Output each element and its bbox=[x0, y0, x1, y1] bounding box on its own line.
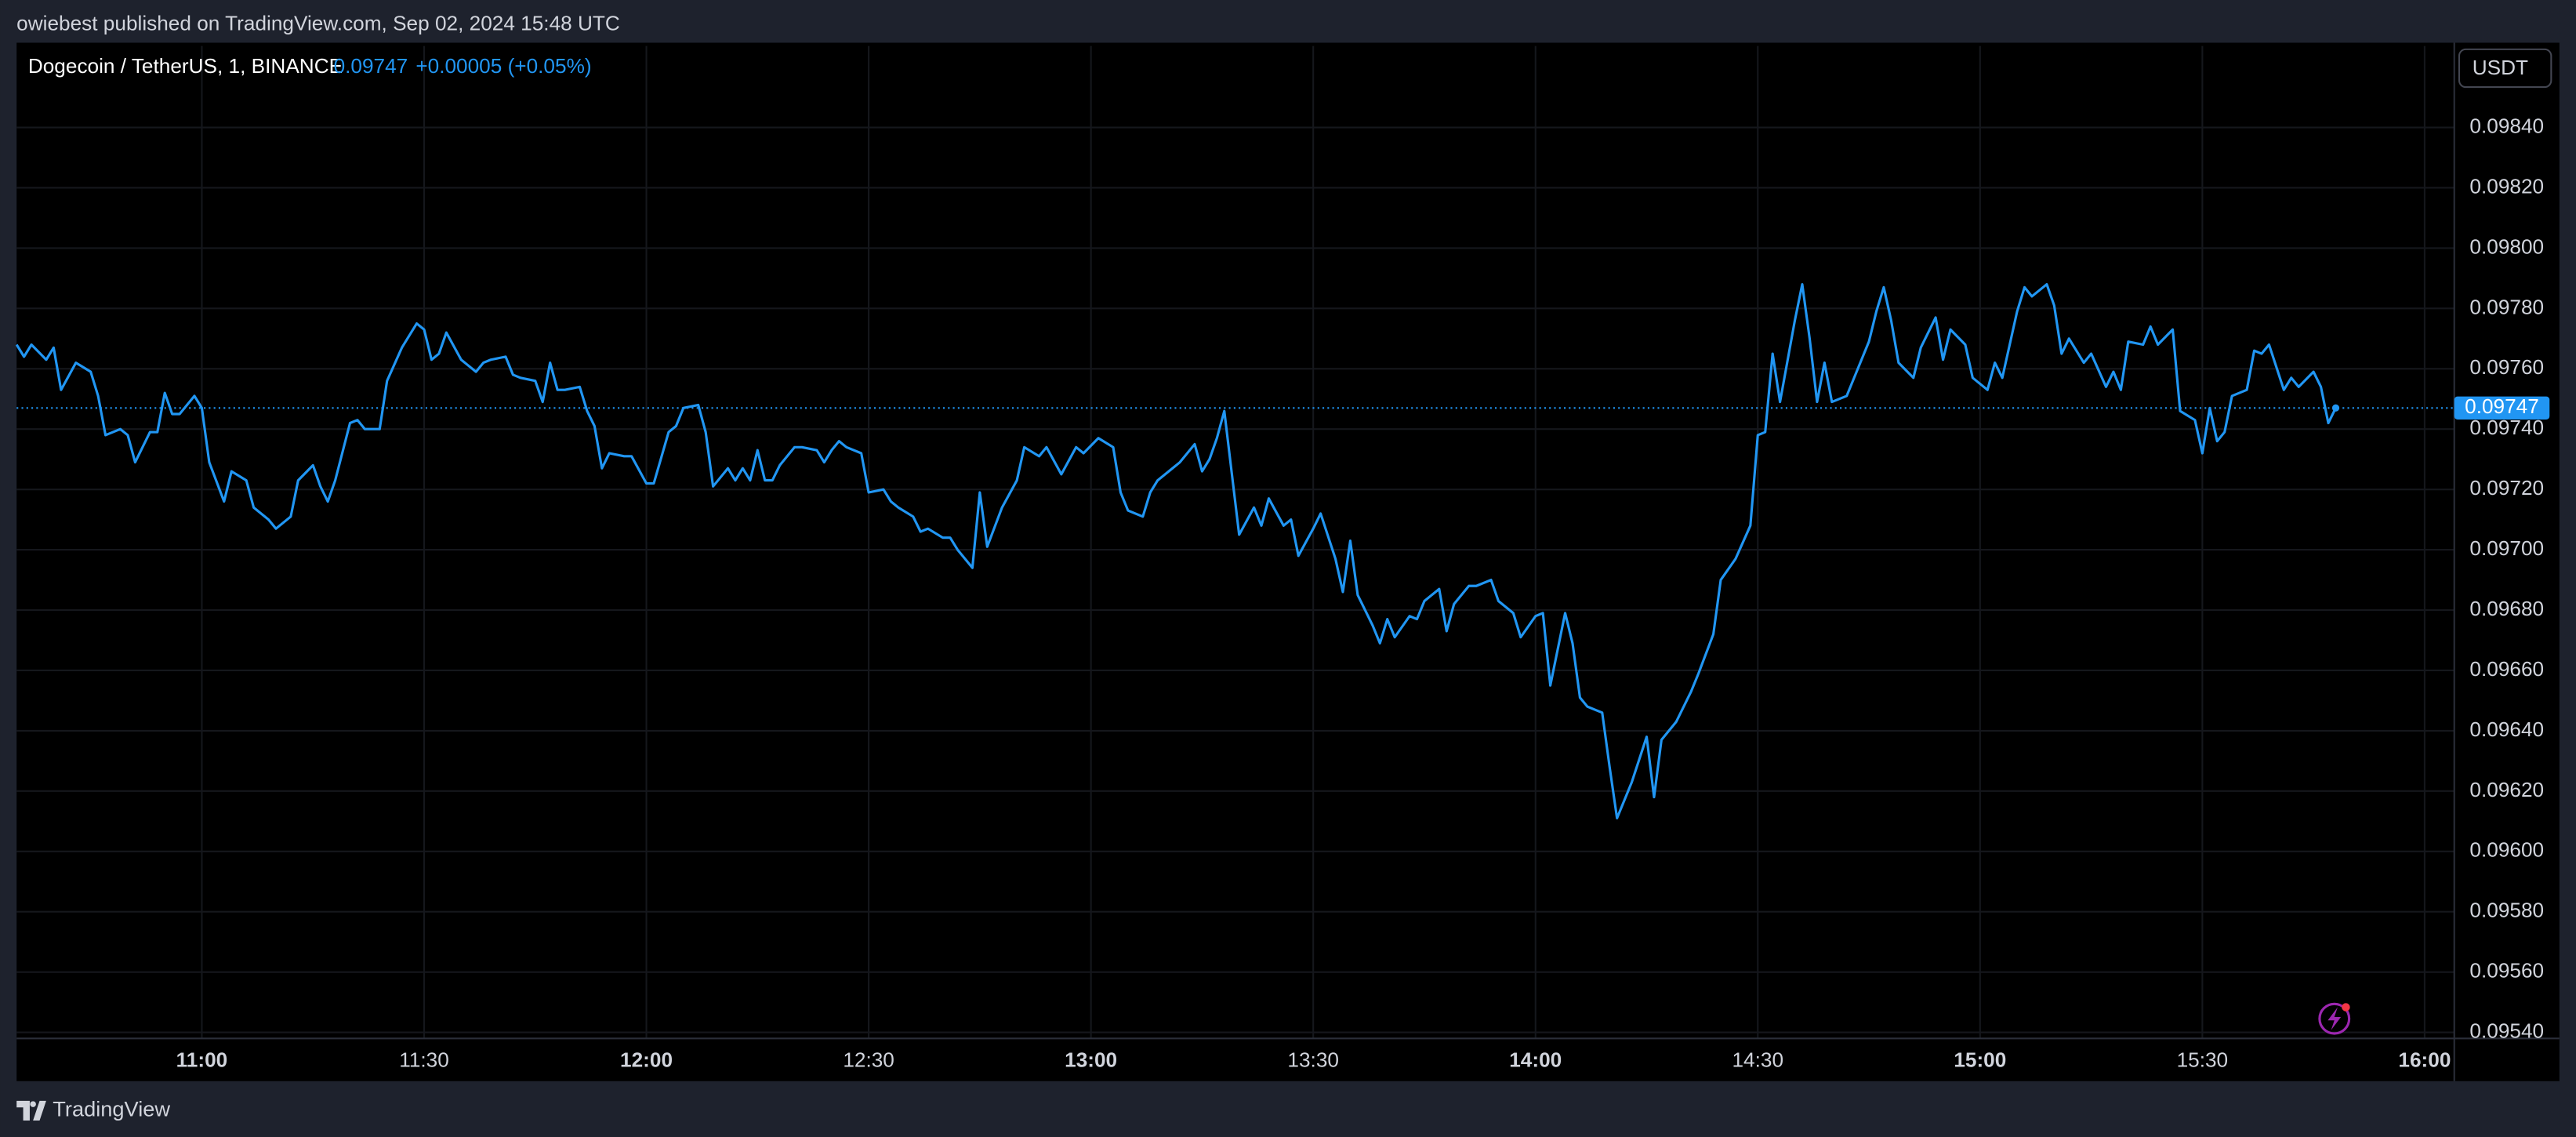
y-tick-label: 0.09560 bbox=[2469, 959, 2544, 983]
grid bbox=[16, 45, 2454, 1039]
icon-ring[interactable] bbox=[2318, 1002, 2351, 1035]
x-tick-label: 12:30 bbox=[843, 1048, 894, 1072]
y-tick-label: 0.09620 bbox=[2469, 778, 2544, 801]
icon-bolt[interactable] bbox=[2327, 1007, 2342, 1030]
last-price-tag bbox=[2454, 396, 2550, 420]
x-tick-label: 13:00 bbox=[1065, 1048, 1117, 1072]
currency-label[interactable]: USDT bbox=[2473, 56, 2528, 79]
symbol-title: Dogecoin / TetherUS, 1, BINANCE bbox=[28, 54, 343, 78]
y-tick-label: 0.09780 bbox=[2469, 295, 2544, 318]
price-change: +0.00005 (+0.05%) bbox=[415, 54, 591, 78]
icon-dot[interactable] bbox=[2342, 1003, 2350, 1012]
last-point bbox=[2331, 404, 2340, 412]
y-tick-label: 0.09800 bbox=[2469, 234, 2544, 258]
lightning-icon[interactable] bbox=[2318, 1002, 2351, 1035]
y-tick-label: 0.09680 bbox=[2469, 597, 2544, 620]
publisher: owiebest published on TradingView.com, S… bbox=[16, 11, 620, 35]
chart-area bbox=[16, 42, 2560, 1081]
y-tick-label: 0.09540 bbox=[2469, 1019, 2544, 1043]
y-tick-label: 0.09580 bbox=[2469, 899, 2544, 922]
currency-button[interactable] bbox=[2458, 48, 2552, 89]
y-tick-label: 0.09740 bbox=[2469, 416, 2544, 439]
x-tick-label: 14:00 bbox=[1509, 1048, 1562, 1072]
y-tick-label: 0.09840 bbox=[2469, 114, 2544, 137]
footer-brand: TradingView bbox=[53, 1097, 170, 1121]
y-tick-label: 0.09820 bbox=[2469, 174, 2544, 198]
x-tick-label: 11:00 bbox=[176, 1048, 228, 1072]
x-tick-label: 15:00 bbox=[1954, 1048, 2006, 1072]
plot bbox=[15, 282, 2454, 820]
y-tick-label: 0.09660 bbox=[2469, 657, 2544, 681]
y-tick-label: 0.09760 bbox=[2469, 355, 2544, 379]
last-price: 0.09747 bbox=[334, 54, 408, 78]
y-tick-label: 0.09600 bbox=[2469, 838, 2544, 862]
x-tick-label: 14:30 bbox=[1732, 1048, 1784, 1072]
x-tick-label: 15:30 bbox=[2177, 1048, 2229, 1072]
y-tick-label: 0.09700 bbox=[2469, 536, 2544, 560]
y-tick-label: 0.09720 bbox=[2469, 476, 2544, 499]
x-tick-label: 12:00 bbox=[620, 1048, 673, 1072]
footer-logo bbox=[16, 1100, 46, 1121]
price-line bbox=[15, 282, 2337, 820]
last-price-tag-label: 0.09747 bbox=[2465, 394, 2539, 418]
x-tick-label: 11:30 bbox=[399, 1048, 449, 1072]
logo-dot bbox=[30, 1101, 36, 1107]
x-tick-label: 16:00 bbox=[2398, 1048, 2451, 1072]
x-tick-label: 13:30 bbox=[1287, 1048, 1339, 1072]
y-tick-label: 0.09640 bbox=[2469, 717, 2544, 741]
logo-mark bbox=[16, 1100, 46, 1121]
